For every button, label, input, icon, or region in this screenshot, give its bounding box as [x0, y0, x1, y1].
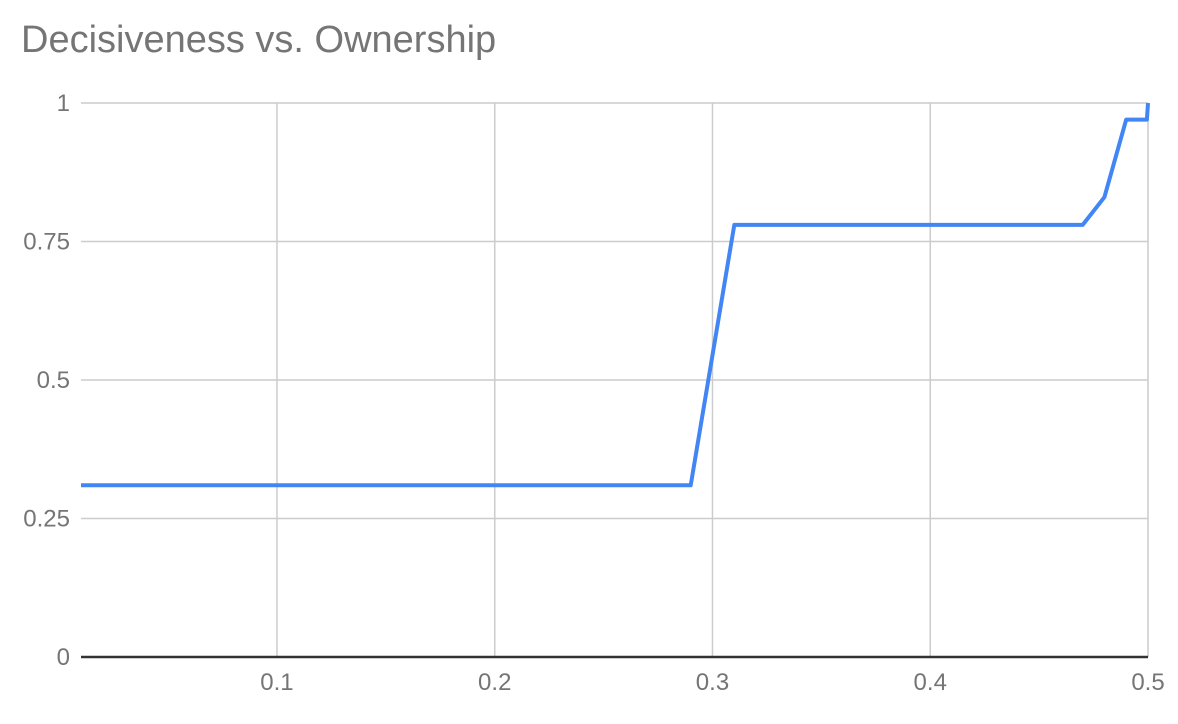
series-line: [81, 102, 1150, 488]
x-tick-label: 0.4: [914, 669, 947, 696]
y-tick-label: 0.25: [23, 506, 70, 533]
y-tick-label: 0.5: [37, 367, 70, 394]
x-tick-label: 0.2: [478, 669, 511, 696]
x-tick-label: 0.5: [1131, 669, 1164, 696]
x-tick-label: 0.1: [260, 669, 293, 696]
y-tick-label: 1: [57, 90, 70, 117]
y-tick-label: 0.75: [23, 229, 70, 256]
x-tick-label: 0.3: [696, 669, 729, 696]
chart-title: Decisiveness vs. Ownership: [21, 19, 497, 61]
y-tick-label: 0: [57, 644, 70, 671]
